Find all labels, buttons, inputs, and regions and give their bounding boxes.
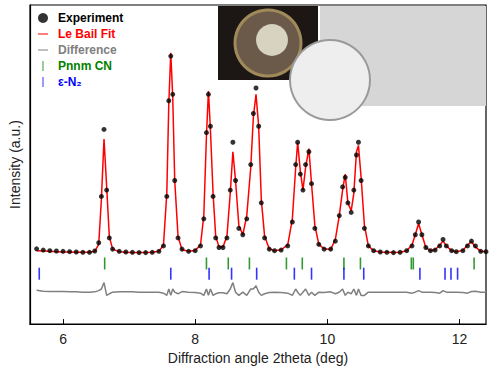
svg-text:ε-N₂: ε-N₂: [58, 75, 82, 89]
svg-text:6: 6: [59, 331, 67, 347]
svg-text:Difference: Difference: [58, 43, 117, 57]
svg-text:Experiment: Experiment: [58, 11, 123, 25]
svg-text:Le Bail Fit: Le Bail Fit: [58, 27, 115, 41]
svg-text:Pnnm CN: Pnnm CN: [58, 59, 112, 73]
svg-text:8: 8: [191, 331, 199, 347]
svg-text:Intensity (a.u.): Intensity (a.u.): [7, 120, 23, 209]
svg-text:12: 12: [452, 331, 468, 347]
svg-text:10: 10: [320, 331, 336, 347]
svg-text:Diffraction angle 2theta (deg): Diffraction angle 2theta (deg): [168, 350, 348, 366]
